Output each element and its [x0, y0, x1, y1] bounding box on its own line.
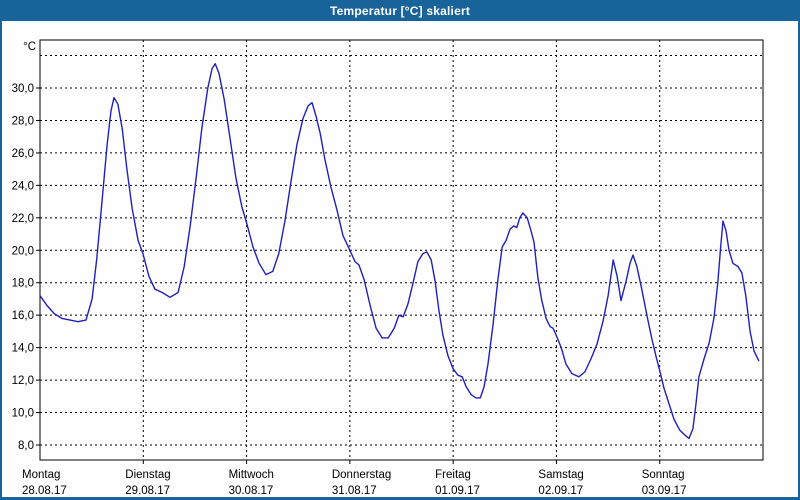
day-name: Mittwoch: [229, 469, 274, 481]
day-name: Donnerstag: [332, 469, 391, 481]
window-title: Temperatur [°C] skaliert: [329, 3, 471, 18]
temperature-series-line: [39, 63, 760, 440]
day-name: Freitag: [435, 469, 471, 481]
x-day-label: Mittwoch 30.08.17: [229, 469, 274, 497]
y-axis-unit: °C: [23, 41, 36, 53]
y-tick-label: 16,0: [12, 310, 34, 322]
day-name: Samstag: [538, 469, 583, 481]
y-tick-label: 28,0: [12, 115, 34, 127]
day-name: Montag: [22, 469, 60, 481]
y-tick-label: 24,0: [12, 180, 34, 192]
y-tick-label: 10,0: [12, 408, 34, 420]
y-tick-label: 14,0: [12, 343, 34, 355]
day-date: 29.08.17: [125, 485, 170, 497]
day-date: 03.09.17: [642, 485, 687, 497]
y-tick-label: 30,0: [12, 83, 34, 95]
y-tick-label: 26,0: [12, 148, 34, 160]
day-name: Sonntag: [642, 469, 685, 481]
gridlines: [40, 40, 763, 460]
day-date: 02.09.17: [538, 485, 583, 497]
x-day-label: Dienstag 29.08.17: [125, 469, 170, 497]
x-day-label: Samstag 02.09.17: [538, 469, 583, 497]
plot-border: [36, 39, 764, 464]
day-date: 31.08.17: [332, 485, 377, 497]
y-tick-label: 18,0: [12, 278, 34, 290]
day-date: 01.09.17: [435, 485, 480, 497]
y-tick-label: 8,0: [18, 440, 34, 452]
day-date: 28.08.17: [22, 485, 67, 497]
y-tick-label: 20,0: [12, 245, 34, 257]
y-tick-label: 12,0: [12, 375, 34, 387]
x-day-label: Sonntag 03.09.17: [642, 469, 687, 497]
x-day-label: Montag 28.08.17: [22, 469, 67, 497]
x-day-label: Donnerstag 31.08.17: [332, 469, 391, 497]
y-tick-label: 22,0: [12, 213, 34, 225]
day-date: 30.08.17: [229, 485, 274, 497]
window-titlebar: Temperatur [°C] skaliert: [2, 0, 798, 21]
day-name: Dienstag: [125, 469, 170, 481]
axis-labels: 8,0 10,0 12,0 14,0 16,0 18,0 20,0 22,0 24,0 26,0 2…: [12, 41, 687, 497]
x-day-label: Freitag 01.09.17: [435, 469, 480, 497]
